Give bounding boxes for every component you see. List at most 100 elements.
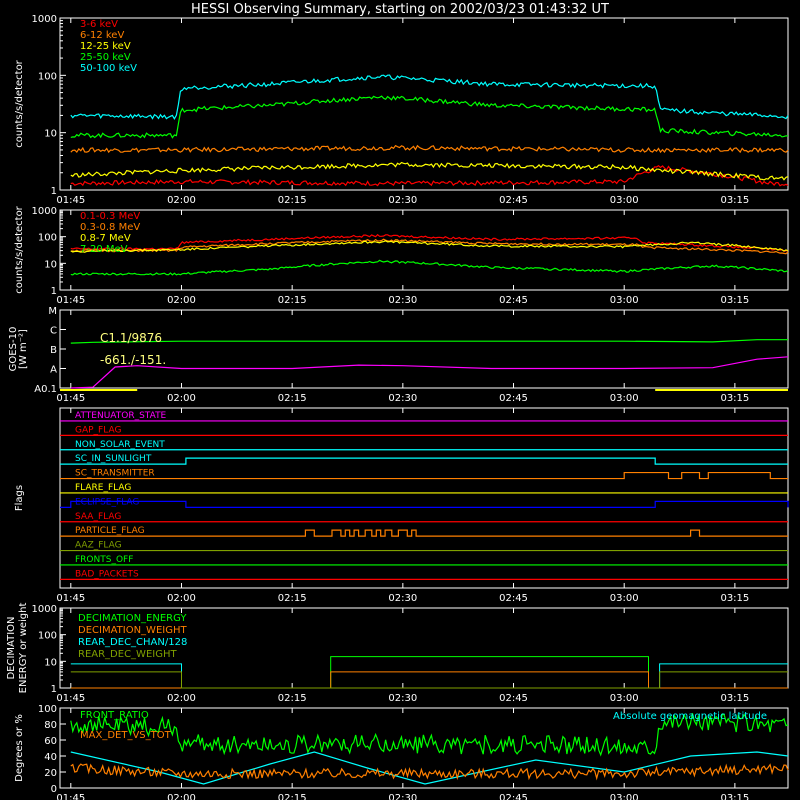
legend-item: 0.8-7 MeV: [80, 233, 131, 244]
x-tick-label: 03:15: [720, 195, 749, 206]
x-tick-label: 02:45: [499, 593, 528, 604]
series-line: [70, 763, 789, 781]
flag-label: FRONTS_OFF: [75, 555, 133, 565]
series-line: [70, 671, 788, 689]
series-line: [70, 356, 789, 389]
x-tick-label: 02:30: [388, 693, 417, 704]
legend-item: 0.3-0.8 MeV: [80, 222, 140, 233]
series-line: [70, 713, 789, 757]
flag-label: SC_IN_SUNLIGHT: [75, 454, 152, 464]
x-tick-label: 03:15: [720, 593, 749, 604]
panel-frame: [59, 707, 789, 789]
series-line: [70, 164, 789, 187]
y-tick-label: 20: [44, 768, 57, 779]
x-tick-label: 01:45: [56, 295, 85, 306]
panel-geomagnetic: 01:45 02:00 02:15 02:30 02:45 03:00 03:15 Degre…: [14, 704, 789, 800]
series-line: [70, 259, 789, 276]
flag-label: FLARE_FLAG: [75, 483, 131, 493]
panel-flags: 01:45 02:00 02:15 02:30 02:45 03:00 03:15 Flags…: [14, 407, 789, 604]
x-tick-label: 02:45: [499, 195, 528, 206]
series-line: [70, 238, 789, 255]
panel-frame: [59, 209, 789, 291]
y-axis-label: [W m⁻²]: [18, 329, 29, 369]
y-tick-label: 80: [44, 720, 57, 731]
y-tick-label: 1: [51, 684, 57, 695]
legend-item: 7-20 MeV: [80, 244, 128, 255]
flag-label: BAD_PACKETS: [75, 569, 139, 579]
x-tick-label: 02:15: [278, 195, 307, 206]
x-tick-label: 02:00: [167, 793, 196, 800]
panel-frame: [59, 407, 789, 589]
x-tick-label: 03:00: [610, 195, 639, 206]
x-tick-label: 02:45: [499, 393, 528, 404]
x-tick-label: 02:45: [499, 295, 528, 306]
y-axis-label: Degrees or %: [14, 714, 25, 782]
x-tick-label: 02:15: [278, 295, 307, 306]
legend-item: DECIMATION_ENERGY: [78, 613, 187, 624]
y-tick-label: 1: [51, 286, 57, 297]
flag-label: GAP_FLAG: [75, 425, 121, 435]
flag-line: [60, 500, 789, 508]
series-line: [70, 161, 789, 181]
y-tick-label: C: [50, 326, 57, 337]
series-line: [70, 95, 789, 139]
annotation: -661./-151.: [100, 353, 166, 367]
legend-item: REAR_DEC_WEIGHT: [78, 649, 177, 660]
panel-frame: [59, 17, 789, 191]
y-tick-label: 10: [44, 259, 57, 270]
y-tick-label: B: [50, 345, 57, 356]
x-tick-label: 01:45: [56, 195, 85, 206]
x-tick-label: 02:15: [278, 593, 307, 604]
legend-item: 6-12 keV: [80, 30, 124, 41]
y-axis-label: counts/s/detector: [14, 59, 25, 147]
flag-line: [60, 471, 788, 480]
y-axis-label: DECIMATION: [6, 616, 17, 679]
legend-item: DECIMATION_WEIGHT: [78, 625, 187, 636]
flag-label: SAA_FLAG: [75, 512, 121, 522]
x-tick-label: 02:15: [278, 393, 307, 404]
x-tick-label: 02:45: [499, 693, 528, 704]
legend-item: 0.1-0.3 MeV: [80, 211, 140, 222]
x-tick-label: 02:00: [167, 693, 196, 704]
x-tick-label: 03:00: [610, 593, 639, 604]
panel-decimation: 01:45 02:00 02:15 02:30 02:45 03:00 03:15 DECIM…: [6, 603, 789, 704]
flag-label: AAZ_FLAG: [75, 541, 122, 551]
y-tick-label: 1000: [32, 604, 57, 615]
legend-item: REAR_DEC_CHAN/128: [78, 637, 187, 648]
x-tick-label: 02:15: [278, 693, 307, 704]
y-axis-label: ENERGY or weight: [18, 603, 29, 694]
y-tick-label: 10: [44, 129, 57, 140]
x-tick-label: 02:00: [167, 195, 196, 206]
flag-line: [60, 457, 788, 465]
x-tick-label: 02:30: [388, 295, 417, 306]
x-tick-label: 02:00: [167, 295, 196, 306]
y-axis-label: counts/s/detector: [14, 205, 25, 293]
legend-item: Absolute geomagnetic latitude: [613, 711, 767, 722]
x-tick-label: 01:45: [56, 693, 85, 704]
y-tick-label: 100: [38, 233, 57, 244]
y-tick-label: 100: [38, 71, 57, 82]
y-tick-label: 1000: [32, 206, 57, 217]
x-tick-label: 02:30: [388, 195, 417, 206]
legend-item: 12-25 keV: [80, 41, 131, 52]
series-line: [70, 233, 789, 252]
legend-item: 3-6 keV: [80, 19, 118, 30]
x-tick-label: 03:15: [720, 793, 749, 800]
y-tick-label: A: [50, 365, 57, 376]
y-axis-label: GOES-10: [8, 327, 19, 372]
x-tick-label: 01:45: [56, 793, 85, 800]
y-tick-label: 0: [51, 784, 57, 795]
legend-item: 50-100 keV: [80, 63, 137, 74]
y-tick-label: 60: [44, 736, 57, 747]
flag-label: SC_TRANSMITTER: [75, 469, 155, 479]
flag-label: NON_SOLAR_EVENT: [75, 440, 165, 450]
legend-item: 25-50 keV: [80, 52, 131, 63]
legend-item: FRONT_RATIO: [80, 710, 149, 721]
x-tick-label: 02:30: [388, 593, 417, 604]
x-tick-label: 02:15: [278, 793, 307, 800]
y-tick-label: 1: [51, 186, 57, 197]
chart-title: HESSI Observing Summary, starting on 200…: [191, 2, 609, 17]
panel-hxr-counts: 01:45 02:00 02:15 02:30 02:45 03:00 03:15 count…: [14, 14, 789, 206]
x-tick-label: 02:30: [388, 393, 417, 404]
